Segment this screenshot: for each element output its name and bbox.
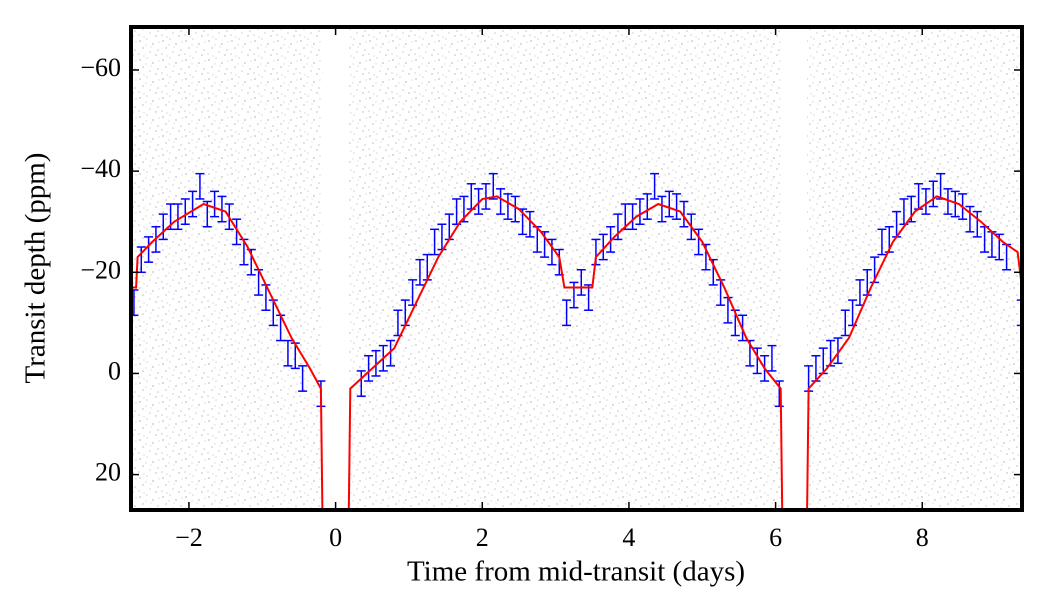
error-bar bbox=[131, 289, 139, 317]
x-tick-label: 4 bbox=[622, 523, 635, 552]
error-bar bbox=[767, 344, 777, 372]
error-bar bbox=[606, 226, 616, 253]
x-tick-label: −2 bbox=[175, 523, 203, 552]
error-bar bbox=[188, 190, 198, 218]
error-bar bbox=[173, 203, 183, 231]
error-bar bbox=[679, 200, 689, 228]
error-bar bbox=[972, 210, 982, 238]
y-tick-label: −60 bbox=[80, 53, 121, 82]
error-bar bbox=[430, 228, 440, 256]
error-bar bbox=[642, 193, 652, 220]
plot-area bbox=[131, 27, 1022, 510]
y-tick-label: 20 bbox=[95, 458, 121, 487]
observed-region bbox=[131, 27, 323, 510]
error-bar bbox=[356, 370, 366, 397]
error-bar bbox=[144, 236, 154, 263]
error-bar bbox=[547, 238, 557, 266]
error-bar bbox=[158, 213, 168, 241]
x-tick-label: 6 bbox=[769, 523, 782, 552]
error-bar bbox=[650, 172, 660, 200]
y-tick-label: −20 bbox=[80, 255, 121, 284]
error-bar bbox=[840, 309, 850, 337]
observed-region bbox=[807, 27, 1022, 510]
error-bar bbox=[562, 299, 572, 327]
error-bar bbox=[217, 195, 227, 223]
error-bar bbox=[921, 188, 931, 215]
error-bar bbox=[232, 218, 242, 246]
y-axis-label: Transit depth (ppm) bbox=[20, 153, 52, 384]
error-bar bbox=[283, 339, 293, 367]
error-bar bbox=[415, 258, 425, 286]
error-bar bbox=[488, 172, 498, 200]
x-axis-label: Time from mid-transit (days) bbox=[407, 556, 745, 588]
x-tick-label: 0 bbox=[329, 523, 342, 552]
error-bar bbox=[364, 354, 374, 382]
error-bar bbox=[928, 180, 938, 208]
error-bar bbox=[481, 183, 491, 210]
error-bar bbox=[752, 347, 762, 375]
model-line bbox=[131, 195, 1022, 510]
error-bar bbox=[503, 193, 513, 220]
error-bar bbox=[496, 188, 506, 215]
error-bar bbox=[694, 228, 704, 256]
x-tick-label: 8 bbox=[916, 523, 929, 552]
error-bar bbox=[180, 198, 190, 225]
error-bar bbox=[195, 172, 205, 200]
error-bar bbox=[833, 337, 843, 365]
error-bar bbox=[628, 203, 638, 231]
y-tick-label: −40 bbox=[80, 154, 121, 183]
error-bar bbox=[510, 195, 520, 223]
error-bar bbox=[965, 205, 975, 233]
error-bar bbox=[635, 198, 645, 225]
error-bar bbox=[657, 195, 667, 223]
error-bar bbox=[950, 190, 960, 218]
error-bar bbox=[943, 188, 953, 215]
error-bar bbox=[525, 210, 535, 238]
error-bar bbox=[210, 190, 220, 218]
error-bar bbox=[877, 228, 887, 256]
x-tick-label: 2 bbox=[476, 523, 489, 552]
observed-region bbox=[348, 27, 783, 510]
error-bar bbox=[386, 339, 396, 367]
error-bar bbox=[613, 213, 623, 241]
error-bar bbox=[576, 269, 586, 296]
y-tick-label: 0 bbox=[108, 356, 121, 385]
plot-frame bbox=[129, 25, 1024, 512]
error-bar bbox=[664, 190, 674, 218]
error-bar bbox=[371, 349, 381, 377]
error-bar bbox=[598, 233, 608, 261]
error-bar bbox=[848, 299, 858, 327]
error-bar bbox=[298, 365, 308, 392]
error-bar bbox=[672, 193, 682, 220]
